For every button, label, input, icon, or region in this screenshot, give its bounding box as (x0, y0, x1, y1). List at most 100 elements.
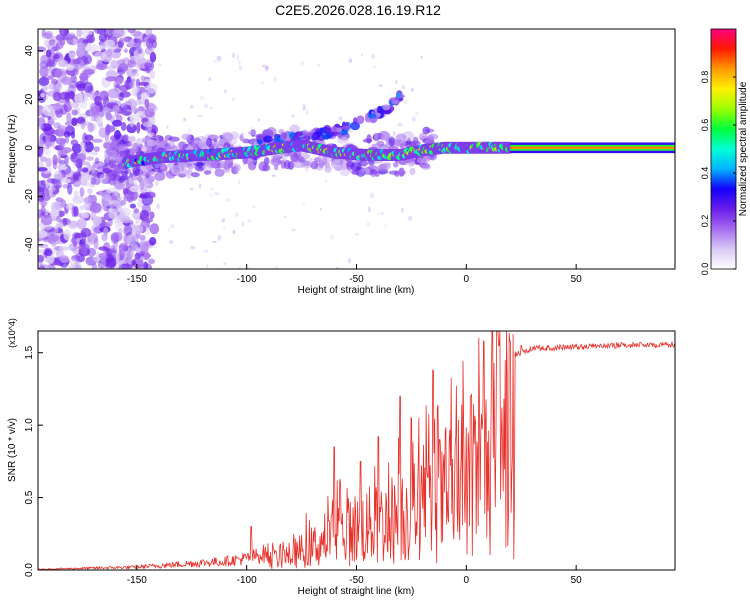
snr-y-multiplier: (x10^4) (7, 318, 17, 348)
heatmap-cell (95, 63, 108, 71)
heatmap-cell (123, 233, 131, 245)
heatmap-cell (205, 137, 213, 147)
heatmap-cell (99, 43, 106, 51)
snr-y-tick-label: 0.0 (24, 563, 35, 577)
heatmap-cell (80, 121, 92, 126)
heatmap-cell (85, 34, 96, 44)
heatmap-cell (156, 203, 160, 209)
heatmap-cell (54, 225, 59, 233)
heatmap-cell (38, 180, 46, 192)
heatmap-cell (42, 225, 52, 231)
heatmap-cell (149, 236, 157, 246)
heatmap-cell (351, 169, 360, 176)
heatmap-cell (91, 263, 98, 269)
heatmap-y-tick-label: 0 (24, 145, 35, 151)
heatmap-cell (257, 118, 261, 122)
heatmap-cell (149, 51, 157, 63)
snr-plot-area (38, 331, 675, 570)
heatmap-cell (135, 247, 141, 254)
heatmap-cell (149, 69, 156, 80)
heatmap-marks (38, 29, 675, 269)
heatmap-cell (409, 140, 421, 146)
heatmap-cell (102, 167, 113, 174)
heatmap-cell (40, 92, 45, 98)
heatmap-cell (47, 81, 53, 90)
heatmap-cell (93, 51, 106, 60)
heatmap-cell (394, 79, 398, 84)
heatmap-cell (65, 125, 75, 136)
heatmap-cell (411, 116, 416, 122)
heatmap-cell (270, 157, 282, 166)
heatmap-cell (247, 266, 252, 269)
heatmap-y-ticks: -40 -20 0 20 40 (24, 45, 43, 252)
heatmap-cell (59, 29, 69, 36)
heatmap-cell (39, 66, 49, 78)
heatmap-cell (95, 115, 103, 126)
heatmap-cell (118, 37, 124, 45)
heatmap-cell (69, 221, 78, 228)
heatmap-cell (47, 234, 60, 242)
heatmap-cell (71, 205, 76, 218)
heatmap-cell (120, 36, 129, 44)
heatmap-cell (190, 105, 194, 109)
heatmap-cell (90, 177, 96, 185)
heatmap-cell (78, 243, 90, 251)
heatmap-cell (110, 231, 123, 242)
heatmap-cell (89, 202, 102, 214)
heatmap-cell (64, 154, 69, 166)
heatmap-cell (57, 143, 65, 151)
heatmap-cell (145, 191, 156, 199)
heatmap-cell (415, 111, 420, 116)
heatmap-cell (62, 169, 75, 178)
heatmap-cell (219, 162, 225, 169)
snr-x-tick: 0 (464, 565, 470, 586)
heatmap-cell (110, 244, 116, 254)
heatmap-cell (130, 189, 138, 202)
heatmap-cell (118, 242, 129, 250)
snr-y-tick: 1.0 (24, 418, 43, 432)
heatmap-cell (135, 216, 140, 225)
heatmap-x-tick: 50 (571, 264, 582, 285)
heatmap-cell (115, 214, 122, 224)
heatmap-cell (118, 248, 126, 260)
heatmap-cell (118, 84, 129, 92)
heatmap-cell (177, 162, 188, 169)
heatmap-cell (47, 42, 57, 51)
heatmap-cell (58, 159, 66, 165)
heatmap-cell (273, 76, 277, 82)
heatmap-cell (308, 157, 314, 165)
heatmap-cell (92, 215, 103, 226)
heatmap-cell (68, 220, 79, 230)
heatmap-cell (388, 170, 400, 175)
heatmap-cell (148, 258, 156, 264)
heatmap-cell (79, 187, 85, 198)
heatmap-cell (154, 171, 166, 182)
heatmap-cell (366, 222, 371, 227)
heatmap-cell (373, 65, 376, 69)
heatmap-cell (123, 224, 133, 236)
heatmap-cell (236, 54, 240, 61)
heatmap-cell (40, 54, 50, 65)
heatmap-cell (136, 121, 141, 134)
heatmap-cell (55, 43, 60, 52)
heatmap-cell (62, 178, 72, 184)
heatmap-cell (92, 51, 103, 57)
heatmap-cell (131, 259, 136, 266)
heatmap-y-tick: -40 (24, 237, 43, 252)
heatmap-cell (73, 190, 79, 200)
heatmap-cell (98, 33, 108, 43)
snr-x-tick-label: -150 (127, 575, 147, 586)
heatmap-x-tick-label: -150 (127, 274, 147, 285)
heatmap-cell (113, 48, 121, 53)
heatmap-cell (141, 203, 151, 216)
heatmap-cell (376, 164, 388, 172)
heatmap-cell (356, 165, 361, 171)
heatmap-cell (216, 55, 222, 62)
heatmap-cell (38, 249, 46, 254)
heatmap-cell (159, 161, 165, 172)
heatmap-cell (302, 107, 306, 110)
heatmap-cell (360, 53, 363, 57)
heatmap-cell (397, 122, 403, 127)
heatmap-cell (241, 221, 244, 227)
colorbar-tick: 0.8 (700, 71, 736, 83)
